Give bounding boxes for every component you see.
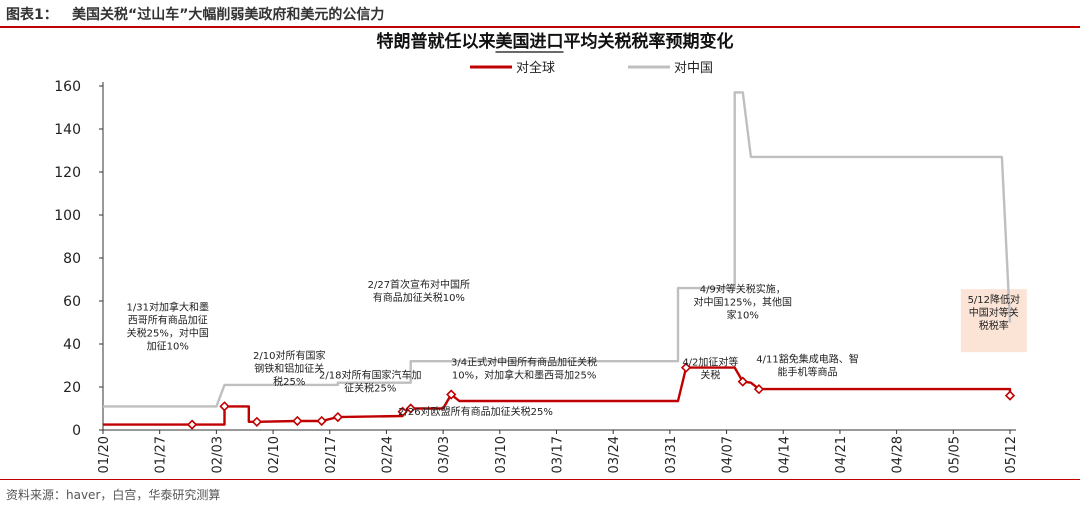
y-tick-label: 0 — [72, 423, 81, 439]
x-tick-label: 03/31 — [664, 436, 679, 473]
x-tick-label: 04/28 — [891, 436, 906, 473]
legend-label-1: 对全球 — [516, 60, 555, 76]
annotation-text: 3/4正式对中国所有商品加征关税 — [451, 356, 597, 369]
annotation-text: 10%，对加拿大和墨西哥加25% — [452, 369, 596, 382]
highlight-layer — [960, 289, 1027, 353]
annotation-text: 中国对等关 — [969, 306, 1019, 319]
y-tick-label: 100 — [54, 208, 81, 224]
annotation-text: 关税 — [700, 369, 720, 382]
x-tick-label: 05/12 — [1004, 436, 1019, 473]
annotation-text: 加征10% — [147, 341, 189, 353]
annotation-5: 2/26对欧盟所有商品加征关税25% — [398, 405, 553, 418]
figure-label: 图表1： — [6, 7, 58, 23]
annotation-text: 能手机等商品 — [778, 365, 838, 378]
x-tick-label: 03/03 — [437, 436, 452, 473]
y-tick-label: 140 — [54, 122, 81, 138]
series-layer — [103, 91, 1016, 430]
chart-legend: 对全球 对中国 — [470, 60, 713, 76]
annotation-text: 有商品加征关税10% — [373, 291, 465, 304]
x-tick-label: 01/20 — [97, 436, 112, 473]
x-tick-label: 04/21 — [834, 436, 849, 473]
event-marker — [1004, 390, 1016, 401]
event-marker — [737, 376, 748, 387]
event-marker — [251, 416, 262, 427]
y-tick-label: 20 — [63, 380, 81, 396]
annotation-text: 征关税25% — [344, 381, 396, 394]
event-marker — [397, 406, 408, 417]
y-tick-label: 40 — [63, 337, 81, 353]
source-note: 资料来源：haver，白宫，华泰研究测算 — [6, 488, 221, 502]
y-tick-label: 60 — [63, 294, 81, 310]
x-tick-label: 02/17 — [324, 436, 339, 473]
x-tick-label: 02/03 — [210, 436, 225, 473]
series-line-2 — [103, 91, 1012, 408]
event-marker — [405, 403, 416, 414]
event-marker — [186, 419, 198, 430]
x-tick-label: 02/24 — [380, 436, 395, 473]
annotation-text: 税25% — [273, 375, 305, 388]
y-tick-label: 120 — [54, 165, 81, 181]
event-marker — [292, 415, 303, 427]
annotation-text: 税税率 — [979, 319, 1009, 332]
x-tick-label: 03/10 — [494, 436, 509, 473]
x-tick-label: 03/17 — [551, 436, 566, 473]
annotation-text: 2/10对所有国家 — [253, 349, 325, 362]
x-tick-label: 01/27 — [154, 436, 169, 473]
annotation-text: 钢铁和铝加征关 — [254, 362, 324, 375]
figure-header: 图表1： 美国关税“过山车”大幅削弱美政府和美元的公信力 — [0, 0, 1080, 28]
annotation-text: 4/11豁免集成电路、智 — [756, 352, 858, 365]
event-marker — [316, 415, 327, 427]
x-tick-label: 05/05 — [947, 436, 962, 473]
annotation-text: 2/18对所有国家汽车加 — [319, 368, 421, 381]
annotation-text: 4/9对等关税实施， — [700, 282, 786, 295]
event-marker — [219, 401, 230, 412]
x-tick-label: 03/24 — [607, 436, 622, 473]
x-tick-label: 04/14 — [777, 436, 792, 473]
annotation-text: 2/27首次宣布对中国所 — [368, 278, 470, 291]
x-tick-label: 02/10 — [267, 436, 282, 473]
annotation-text: 1/31对加拿大和墨 — [127, 301, 209, 314]
legend-label-2: 对中国 — [674, 61, 713, 76]
annotation-text: 西哥所有商品加征 — [128, 314, 208, 327]
annotation-text: 2/26对欧盟所有商品加征关税25% — [398, 405, 553, 418]
event-marker — [753, 384, 765, 395]
footer-divider — [0, 479, 1080, 480]
chart-title: 特朗普就任以来美国进口平均关税税率预期变化 — [377, 31, 734, 52]
annotation-text: 4/2加征对等 — [682, 356, 738, 369]
event-marker — [332, 411, 343, 423]
annotation-text: 关税25%，对中国 — [127, 327, 209, 340]
annotation-text: 对中国125%，其他国 — [693, 295, 792, 308]
annotation-highlight-box — [960, 289, 1027, 353]
event-marker — [446, 389, 457, 400]
y-tick-label: 160 — [54, 79, 81, 95]
figure-title: 美国关税“过山车”大幅削弱美政府和美元的公信力 — [72, 7, 385, 23]
annotation-text: 家10% — [727, 308, 759, 321]
event-marker — [680, 362, 692, 373]
header-divider — [0, 26, 1080, 28]
chart-axes: 0 20 40 60 80 100 120 140 160 01/20 01/27 02/03 02/1… — [54, 79, 1019, 473]
x-tick-label: 04/07 — [721, 436, 736, 473]
y-tick-label: 80 — [63, 251, 81, 267]
annotation-text: 5/12降低对 — [968, 293, 1020, 306]
